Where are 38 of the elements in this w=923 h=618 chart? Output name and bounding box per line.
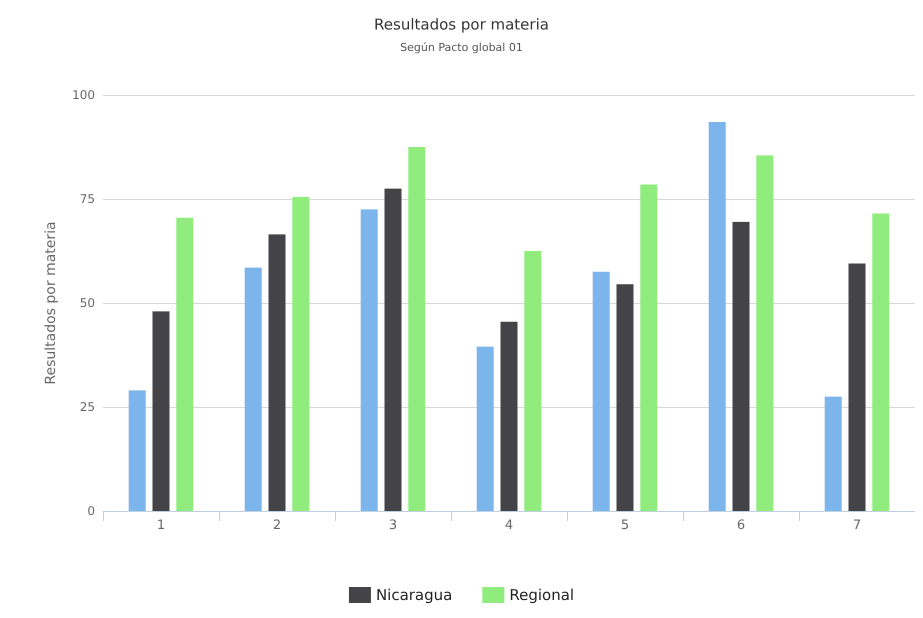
- x-tick-label: 5: [620, 518, 630, 533]
- bar: [616, 284, 634, 511]
- bar: [872, 214, 890, 511]
- x-tick-label: 2: [272, 518, 282, 533]
- bar: [476, 346, 494, 511]
- bar: [756, 155, 774, 511]
- bar: [176, 218, 194, 511]
- bar: [292, 196, 310, 511]
- y-axis-title: Resultados por materia: [43, 221, 59, 385]
- bar: [152, 311, 170, 511]
- bar: [640, 184, 658, 511]
- bar: [708, 122, 726, 511]
- bar: [128, 390, 146, 511]
- x-tick-label: 3: [388, 518, 398, 533]
- bar: [500, 322, 518, 511]
- bar: [268, 234, 286, 511]
- y-tick-label: 75: [80, 192, 95, 206]
- y-tick-label: 25: [80, 400, 95, 414]
- bar: [824, 396, 842, 511]
- legend-label: Nicaragua: [376, 586, 452, 604]
- y-tick-label: 0: [87, 504, 95, 518]
- legend-label: Regional: [509, 586, 574, 604]
- bar: [524, 251, 542, 511]
- bar: [360, 209, 378, 511]
- bar: [732, 222, 750, 511]
- x-tick-label: 7: [852, 518, 862, 533]
- x-tick-label: 4: [504, 518, 514, 533]
- chart-title: Resultados por materia: [374, 16, 549, 34]
- x-tick-label: 1: [156, 518, 166, 533]
- y-tick-label: 50: [80, 296, 95, 310]
- bar: [408, 147, 426, 511]
- bar: [244, 268, 262, 511]
- x-tick-label: 6: [736, 518, 746, 533]
- chart-subtitle: Según Pacto global 01: [400, 41, 523, 54]
- bar: [592, 272, 610, 511]
- bar: [848, 263, 866, 511]
- y-tick-label: 100: [72, 88, 95, 102]
- bar: [384, 188, 402, 511]
